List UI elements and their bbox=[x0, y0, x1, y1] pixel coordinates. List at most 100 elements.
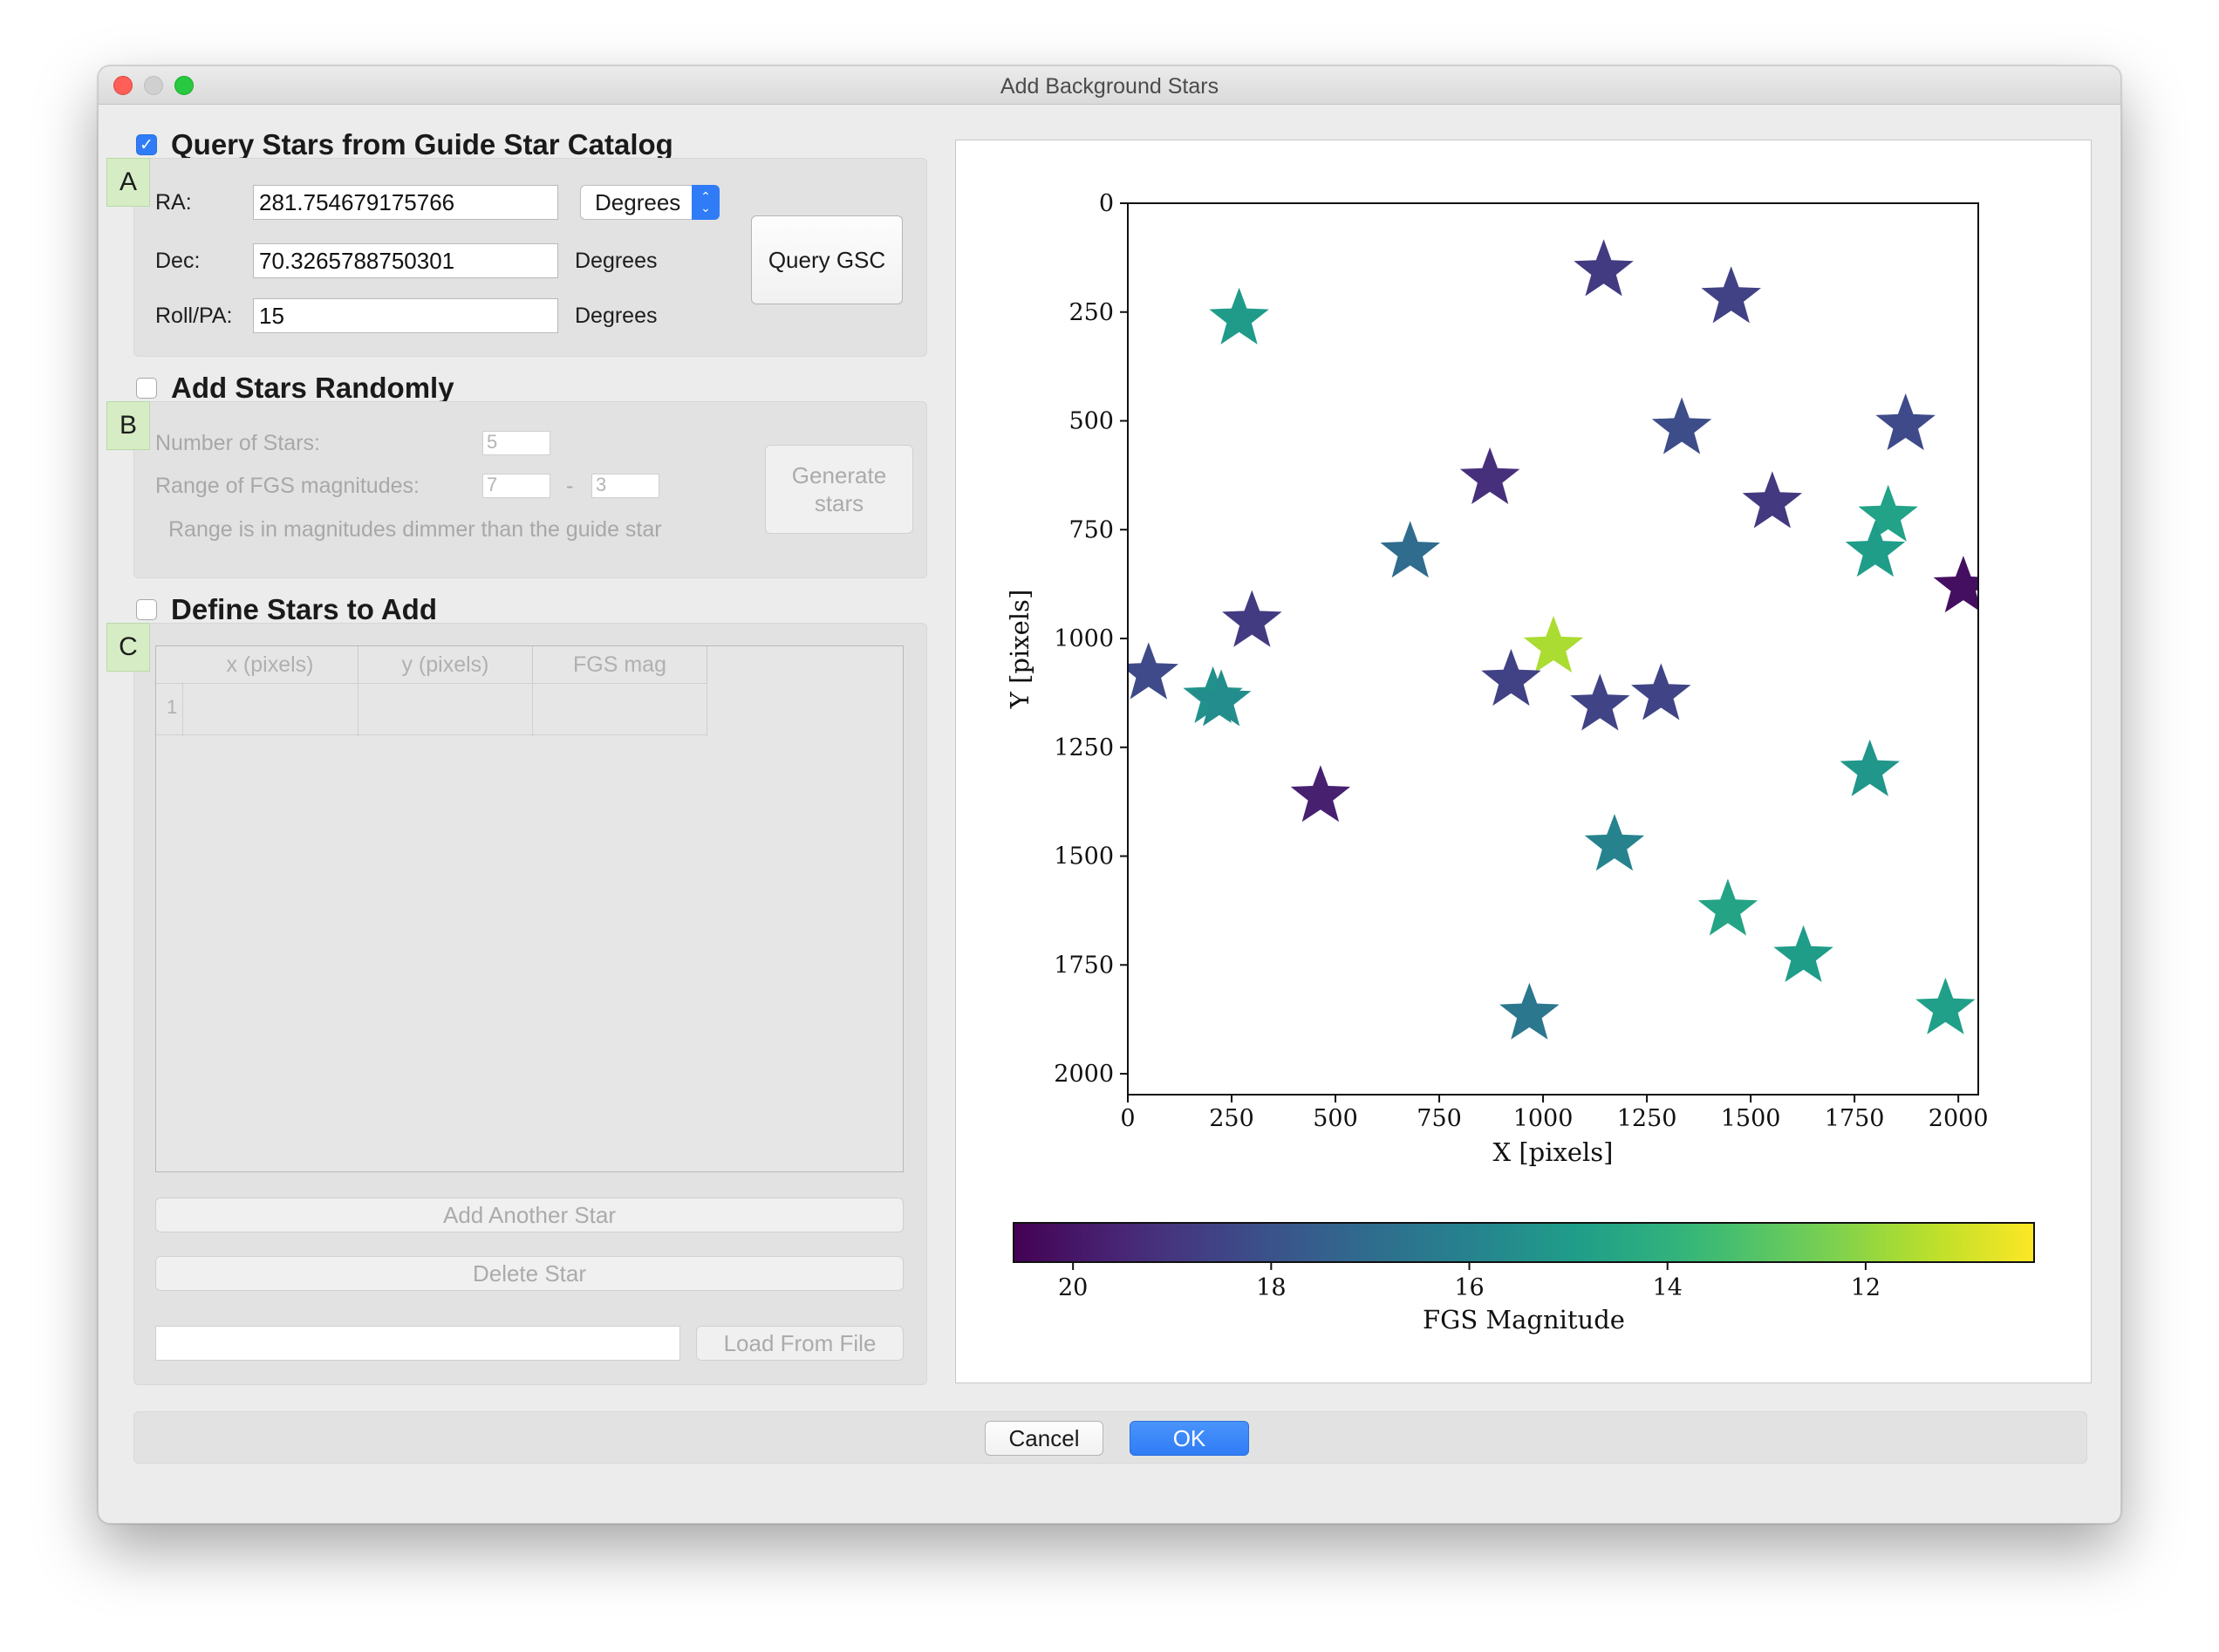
query-gsc-checkbox[interactable] bbox=[136, 134, 157, 155]
x-tick-label: 500 bbox=[1313, 1105, 1358, 1132]
delete-star-button[interactable]: Delete Star bbox=[155, 1256, 904, 1291]
column-header-y[interactable]: y (pixels) bbox=[358, 646, 533, 683]
load-from-file-button[interactable]: Load From File bbox=[696, 1326, 904, 1361]
column-header-x[interactable]: x (pixels) bbox=[182, 646, 358, 683]
plot-panel: 0 250 500 750 1000 1250 1500 1750 2000 0 250 500 750… bbox=[955, 140, 2092, 1383]
star-marker bbox=[1523, 616, 1584, 673]
dec-input[interactable]: 70.3265788750301 bbox=[253, 243, 558, 278]
colorbar-tick-label: 20 bbox=[1058, 1274, 1088, 1301]
x-tick-label: 750 bbox=[1417, 1105, 1462, 1132]
star-marker bbox=[1290, 765, 1351, 823]
star-marker bbox=[1574, 239, 1634, 297]
define-stars-checkbox[interactable] bbox=[136, 599, 157, 620]
num-stars-label: Number of Stars: bbox=[155, 431, 320, 455]
star-marker bbox=[1584, 814, 1645, 871]
section-c-header: Define Stars to Add bbox=[136, 593, 437, 626]
y-tick-label: 0 bbox=[1099, 190, 1114, 217]
x-tick-label: 1000 bbox=[1513, 1105, 1574, 1132]
star-marker bbox=[1840, 739, 1900, 796]
section-b-header: Add Stars Randomly bbox=[136, 372, 454, 405]
star-marker bbox=[1697, 878, 1758, 936]
star-marker bbox=[1570, 673, 1630, 731]
star-marker bbox=[1191, 669, 1252, 727]
cell-x[interactable] bbox=[182, 684, 358, 736]
star-marker bbox=[1631, 663, 1691, 720]
cell-y[interactable] bbox=[358, 684, 533, 736]
table-row[interactable]: 1 bbox=[156, 683, 707, 736]
star-marker bbox=[1858, 484, 1918, 542]
x-tick-label: 1250 bbox=[1617, 1105, 1677, 1132]
y-tick-label: 250 bbox=[1069, 299, 1114, 326]
generate-stars-button[interactable]: Generate stars bbox=[765, 445, 913, 534]
y-tick-label: 1500 bbox=[1054, 843, 1114, 870]
star-marker bbox=[1380, 521, 1440, 578]
star-marker bbox=[1915, 977, 1976, 1034]
select-stepper-icon: ⌃ ⌄ bbox=[692, 185, 720, 220]
section-b-heading: Add Stars Randomly bbox=[171, 372, 454, 404]
colorbar-tick-label: 18 bbox=[1256, 1274, 1286, 1301]
roll-unit-label: Degrees bbox=[575, 304, 658, 328]
section-b-letter: B bbox=[106, 401, 150, 450]
dec-label: Dec: bbox=[155, 249, 201, 273]
star-marker bbox=[1742, 471, 1803, 529]
cancel-button[interactable]: Cancel bbox=[985, 1421, 1103, 1456]
star-plot: 0 250 500 750 1000 1250 1500 1750 20000250500750… bbox=[1005, 190, 2035, 1335]
range-min-input[interactable]: 7 bbox=[482, 474, 550, 498]
add-another-star-button[interactable]: Add Another Star bbox=[155, 1198, 904, 1232]
column-header-mag[interactable]: FGS mag bbox=[533, 646, 707, 683]
x-tick-label: 250 bbox=[1209, 1105, 1254, 1132]
colorbar-tick-label: 14 bbox=[1653, 1274, 1683, 1301]
range-max-input[interactable]: 3 bbox=[591, 474, 659, 498]
star-marker bbox=[1845, 520, 1906, 577]
zoom-window-button[interactable] bbox=[174, 76, 194, 95]
cell-mag[interactable] bbox=[533, 684, 707, 736]
ra-input[interactable]: 281.754679175766 bbox=[253, 185, 558, 220]
footer-bar bbox=[133, 1411, 2087, 1464]
ra-unit-select[interactable]: Degrees ⌃ ⌄ bbox=[580, 185, 720, 220]
add-random-checkbox[interactable] bbox=[136, 378, 157, 399]
x-tick-label: 2000 bbox=[1929, 1105, 1989, 1132]
x-tick-label: 0 bbox=[1120, 1105, 1135, 1132]
stars-table[interactable]: x (pixels) y (pixels) FGS mag 1 bbox=[155, 645, 904, 1172]
section-c-letter: C bbox=[106, 623, 150, 672]
y-axis-label: Y [pixels] bbox=[1005, 590, 1034, 710]
y-tick-label: 750 bbox=[1069, 516, 1114, 543]
range-label: Range of FGS magnitudes: bbox=[155, 474, 420, 498]
roll-label: Roll/PA: bbox=[155, 304, 233, 328]
window-title: Add Background Stars bbox=[1000, 74, 1219, 99]
load-file-path-input[interactable] bbox=[155, 1326, 680, 1361]
minimize-window-button[interactable] bbox=[144, 76, 163, 95]
dec-unit-label: Degrees bbox=[575, 249, 658, 273]
star-marker bbox=[1499, 982, 1560, 1040]
range-dash: - bbox=[566, 474, 574, 498]
colorbar bbox=[1013, 1222, 2035, 1263]
roll-input[interactable]: 15 bbox=[253, 298, 558, 333]
range-note: Range is in magnitudes dimmer than the g… bbox=[168, 517, 662, 542]
star-marker bbox=[1222, 590, 1282, 647]
section-a-heading: Query Stars from Guide Star Catalog bbox=[171, 128, 673, 160]
num-stars-input[interactable]: 5 bbox=[482, 431, 550, 455]
star-marker bbox=[1701, 266, 1761, 324]
x-tick-label: 1500 bbox=[1721, 1105, 1781, 1132]
star-marker bbox=[1773, 925, 1833, 982]
star-marker bbox=[1933, 556, 1978, 613]
y-tick-label: 500 bbox=[1069, 408, 1114, 435]
section-a-letter: A bbox=[106, 158, 150, 207]
ra-label: RA: bbox=[155, 190, 192, 215]
y-tick-label: 1250 bbox=[1054, 734, 1114, 761]
row-number: 1 bbox=[167, 696, 178, 718]
star-markers bbox=[1128, 239, 1978, 1040]
query-gsc-button[interactable]: Query GSC bbox=[751, 215, 903, 304]
star-marker bbox=[1209, 287, 1269, 345]
y-tick-label: 1000 bbox=[1054, 625, 1114, 652]
close-window-button[interactable] bbox=[113, 76, 133, 95]
ok-button[interactable]: OK bbox=[1130, 1421, 1249, 1456]
colorbar-label: FGS Magnitude bbox=[1423, 1305, 1625, 1335]
y-tick-label: 1750 bbox=[1054, 952, 1114, 979]
y-tick-label: 2000 bbox=[1054, 1061, 1114, 1088]
star-marker bbox=[1481, 648, 1541, 707]
title-bar[interactable]: Add Background Stars bbox=[99, 66, 2120, 105]
x-axis-label: X [pixels] bbox=[1492, 1137, 1613, 1167]
section-c-heading: Define Stars to Add bbox=[171, 593, 437, 625]
add-background-stars-window: Add Background Stars Query Stars from Gu… bbox=[98, 65, 2121, 1524]
